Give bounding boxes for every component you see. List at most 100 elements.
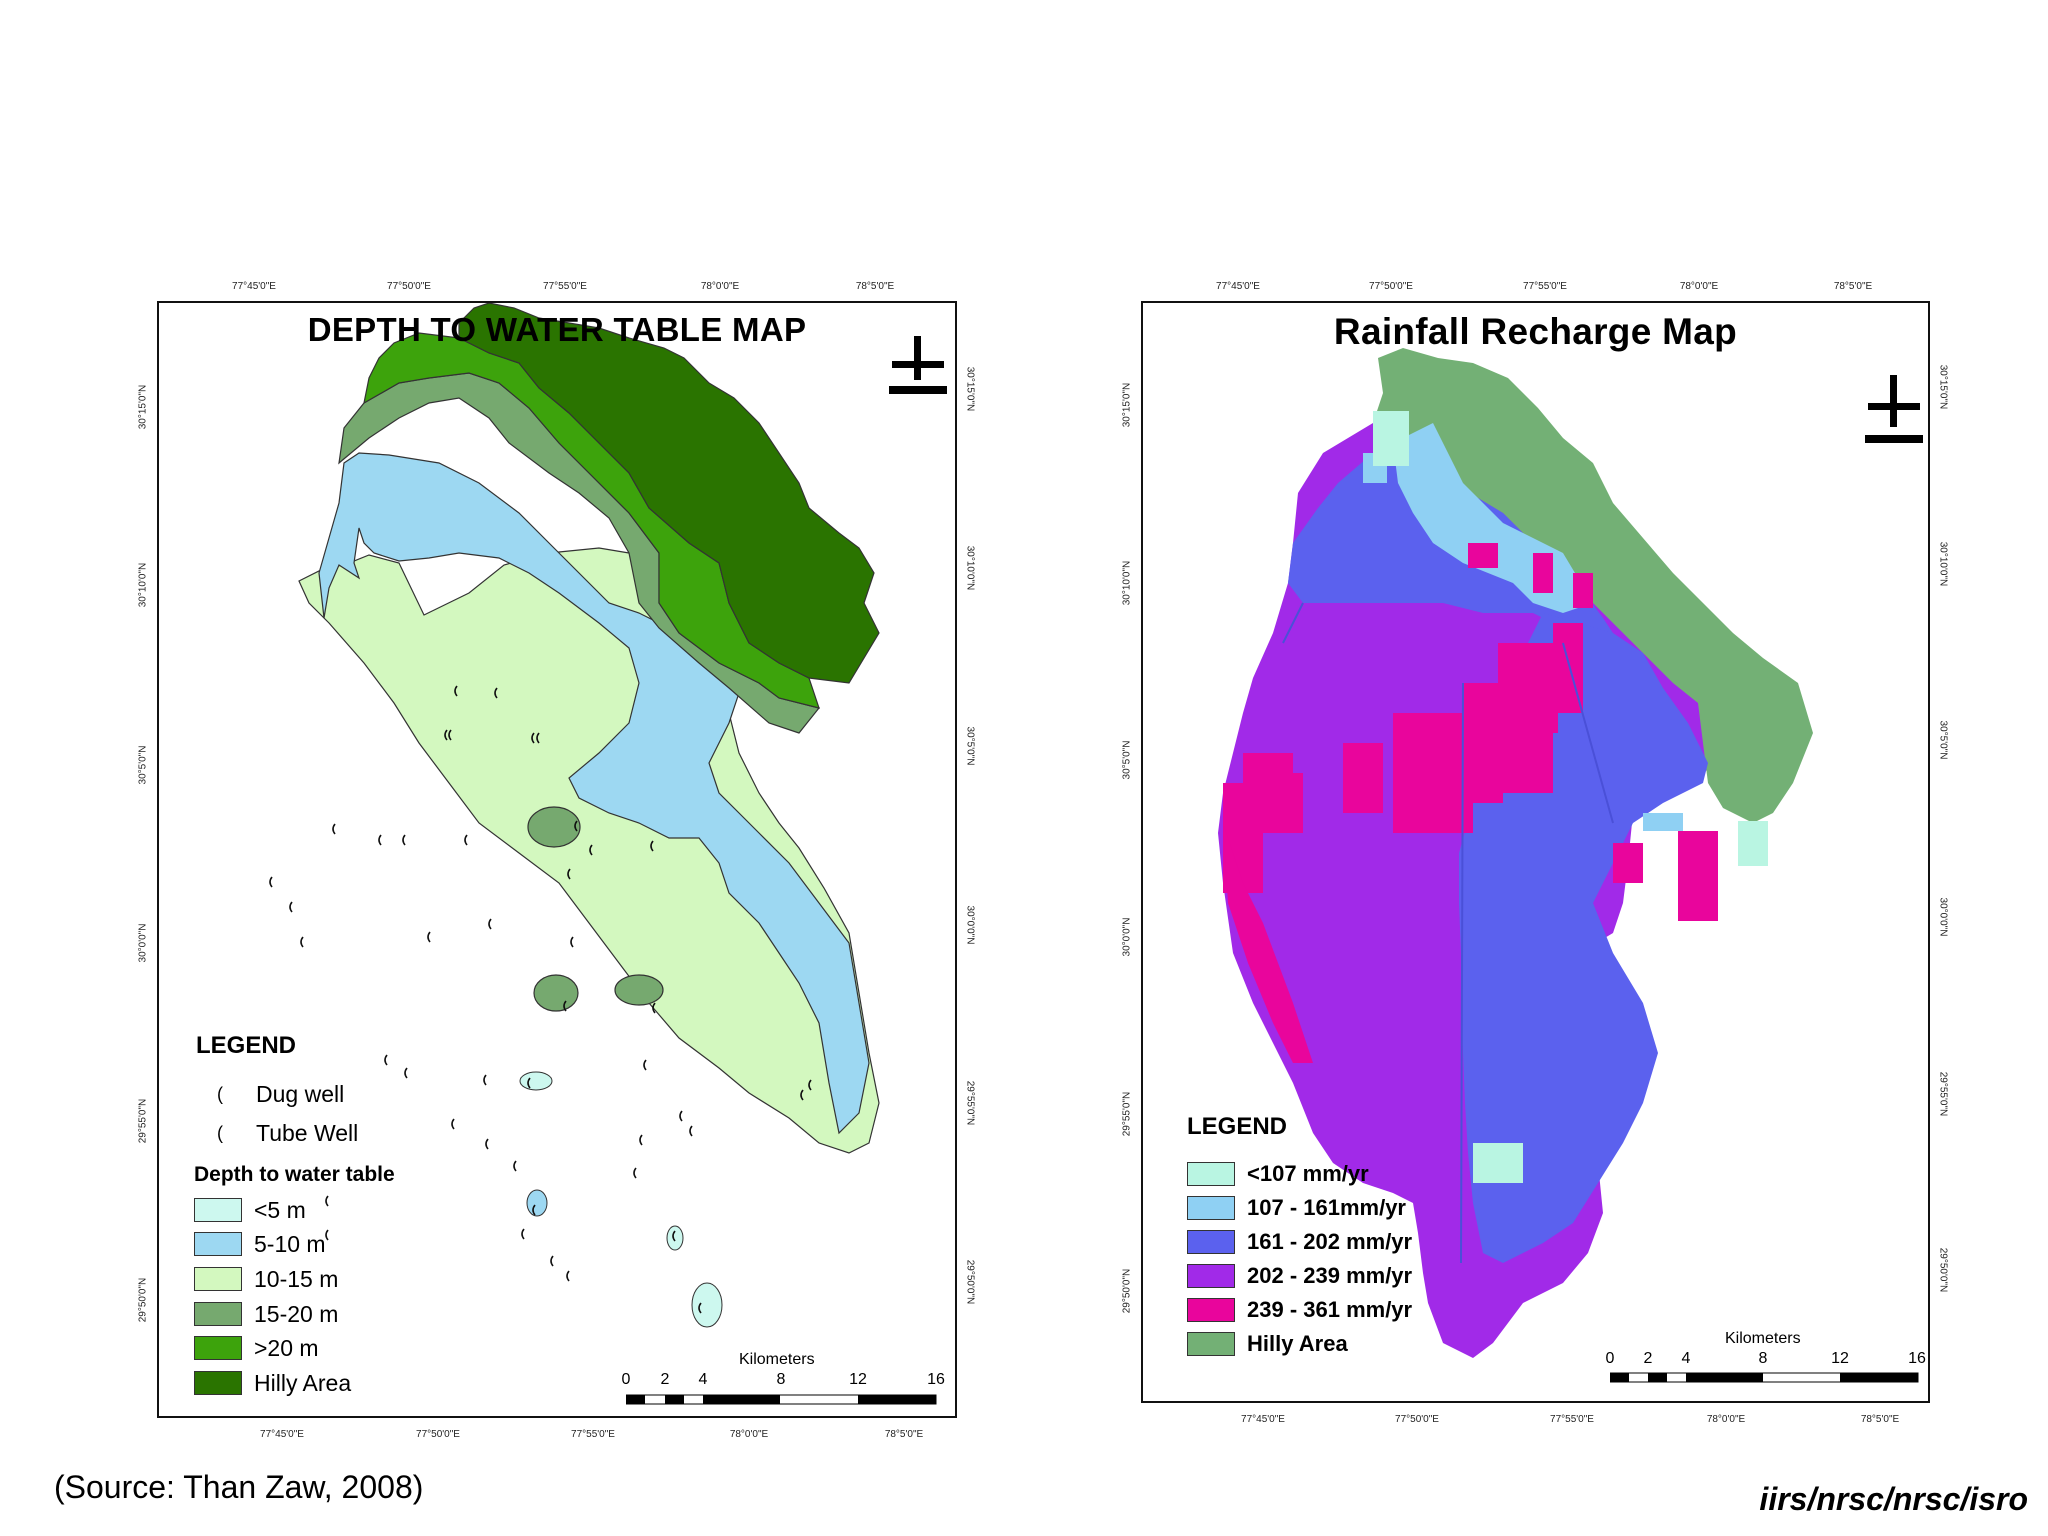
legend-swatch <box>1187 1332 1235 1356</box>
scale-label: 8 <box>776 1371 786 1388</box>
legend-subtitle: Depth to water table <box>194 1163 395 1186</box>
scale-label: 12 <box>849 1371 867 1388</box>
rainfall-recharge-map: Rainfall Recharge Map 77°45'0"E 77°50'0"… <box>1122 281 1949 1425</box>
north-arrow-icon <box>889 336 947 394</box>
scale-bar <box>626 1394 937 1405</box>
legend-item: 161 - 202 mm/yr <box>1187 1229 1412 1255</box>
lon-tick-bottom: 77°50'0"E <box>1395 1414 1439 1425</box>
scale-label: 4 <box>1681 1350 1691 1367</box>
lat-tick-left: 29°55'0"N <box>1121 1091 1133 1137</box>
lat-tick-right: 30°5'0"N <box>1937 720 1949 760</box>
patch-under-5m-a <box>519 1071 553 1091</box>
lon-tick-top: 77°50'0"E <box>1369 281 1413 292</box>
patch-15-20m-b <box>533 974 579 1012</box>
scale-unit: Kilometers <box>739 1351 815 1368</box>
legend-swatch <box>194 1267 242 1291</box>
patch-under-5m-c <box>666 1225 684 1251</box>
legend-swatch <box>1187 1196 1235 1220</box>
lat-tick-left: 29°50'0"N <box>137 1277 149 1323</box>
lat-tick-right: 29°50'0"N <box>1937 1247 1949 1293</box>
zone-under-107-a <box>1373 411 1409 466</box>
legend-label: 239 - 361 mm/yr <box>1247 1297 1413 1322</box>
lon-tick-bottom: 78°0'0"E <box>1706 1414 1746 1425</box>
recharge-map-canvas <box>1218 348 1813 1358</box>
scale-label: 16 <box>927 1371 945 1388</box>
legend-label: 161 - 202 mm/yr <box>1247 1229 1413 1254</box>
legend-item: 239 - 361 mm/yr <box>1187 1297 1412 1323</box>
credit-text: iirs/nrsc/nrsc/isro <box>1759 1481 2028 1517</box>
legend-label: 202 - 239 mm/yr <box>1247 1263 1413 1288</box>
legend-swatch <box>194 1302 242 1326</box>
lon-tick-bottom: 78°5'0"E <box>1860 1414 1900 1425</box>
zone-5-10m <box>318 452 870 1135</box>
lon-tick-top: 77°55'0"E <box>543 281 587 292</box>
scale-label: 2 <box>660 1371 670 1388</box>
lat-tick-left: 29°50'0"N <box>1121 1268 1133 1314</box>
lat-tick-right: 30°0'0"N <box>1937 897 1949 937</box>
drainage-lines <box>1282 602 1614 1264</box>
lon-tick-top: 78°5'0"E <box>855 281 895 292</box>
legend-title: LEGEND <box>196 1032 297 1059</box>
legend-swatch <box>194 1198 242 1222</box>
lat-tick-left: 30°0'0"N <box>1121 917 1133 957</box>
legend-item: 5-10 m <box>194 1231 326 1257</box>
source-citation: (Source: Than Zaw, 2008) <box>54 1469 424 1505</box>
lat-tick-left: 29°55'0"N <box>137 1098 149 1144</box>
lat-tick-left: 30°10'0"N <box>1121 560 1133 606</box>
well-markers <box>269 685 812 1314</box>
legend-label: Hilly Area <box>1247 1331 1348 1356</box>
lat-tick-left: 30°15'0"N <box>1121 382 1133 428</box>
legend-item: 107 - 161mm/yr <box>1187 1195 1406 1221</box>
scale-label: 0 <box>621 1371 631 1388</box>
legend-item-tube-well: ( Tube Well <box>196 1120 358 1146</box>
legend-label: 5-10 m <box>254 1230 326 1257</box>
legend-label: 107 - 161mm/yr <box>1247 1195 1406 1220</box>
legend-item: >20 m <box>194 1335 319 1361</box>
lat-tick-left: 30°5'0"N <box>137 745 149 785</box>
lat-tick-right: 29°55'0"N <box>1937 1071 1949 1117</box>
legend-swatch <box>1187 1264 1235 1288</box>
lat-tick-right: 30°10'0"N <box>964 545 976 591</box>
lat-tick-right: 30°15'0"N <box>964 366 976 412</box>
zone-107-161-b <box>1643 813 1683 831</box>
legend-label: Tube Well <box>256 1119 359 1146</box>
legend-item: 10-15 m <box>194 1266 338 1292</box>
scale-label: 4 <box>698 1371 708 1388</box>
zone-under-107-b <box>1473 1143 1523 1183</box>
lat-tick-right: 29°55'0"N <box>964 1080 976 1126</box>
legend-item: 15-20 m <box>194 1301 338 1327</box>
lon-tick-bottom: 77°55'0"E <box>1550 1414 1594 1425</box>
zone-under-107-c <box>1738 821 1768 866</box>
lat-tick-right: 30°10'0"N <box>1937 541 1949 587</box>
tube-well-icon: ( <box>217 1122 223 1143</box>
patch-15-20m-a <box>527 806 581 848</box>
lat-tick-left: 30°10'0"N <box>137 562 149 608</box>
scale-label: 8 <box>1758 1350 1768 1367</box>
patch-under-5m-b <box>691 1282 723 1328</box>
scale-label: 0 <box>1605 1350 1615 1367</box>
legend-label: <5 m <box>254 1196 306 1223</box>
lon-tick-bottom: 78°0'0"E <box>729 1429 769 1440</box>
lon-tick-top: 77°45'0"E <box>232 281 276 292</box>
legend-swatch <box>1187 1162 1235 1186</box>
lat-tick-left: 30°15'0"N <box>137 384 149 430</box>
scale-label: 12 <box>1831 1350 1849 1367</box>
scale-label: 16 <box>1908 1350 1926 1367</box>
zone-239-361 <box>1223 543 1718 1063</box>
legend-swatch <box>1187 1230 1235 1254</box>
legend-item: Hilly Area <box>194 1370 351 1396</box>
lat-tick-right: 30°15'0"N <box>1937 364 1949 410</box>
legend-label: Dug well <box>256 1080 345 1107</box>
zone-hilly-area <box>458 303 880 684</box>
scale-bar <box>1610 1372 1919 1383</box>
lon-tick-bottom: 77°45'0"E <box>260 1429 304 1440</box>
lon-tick-top: 78°5'0"E <box>1833 281 1873 292</box>
depth-map-canvas <box>269 303 880 1328</box>
lon-tick-top: 77°50'0"E <box>387 281 431 292</box>
lat-tick-right: 29°50'0"N <box>964 1259 976 1305</box>
legend-item: <5 m <box>194 1197 306 1223</box>
scale-label: 2 <box>1643 1350 1653 1367</box>
legend-swatch <box>1187 1298 1235 1322</box>
lat-tick-left: 30°0'0"N <box>137 923 149 963</box>
lat-tick-right: 30°5'0"N <box>964 726 976 766</box>
